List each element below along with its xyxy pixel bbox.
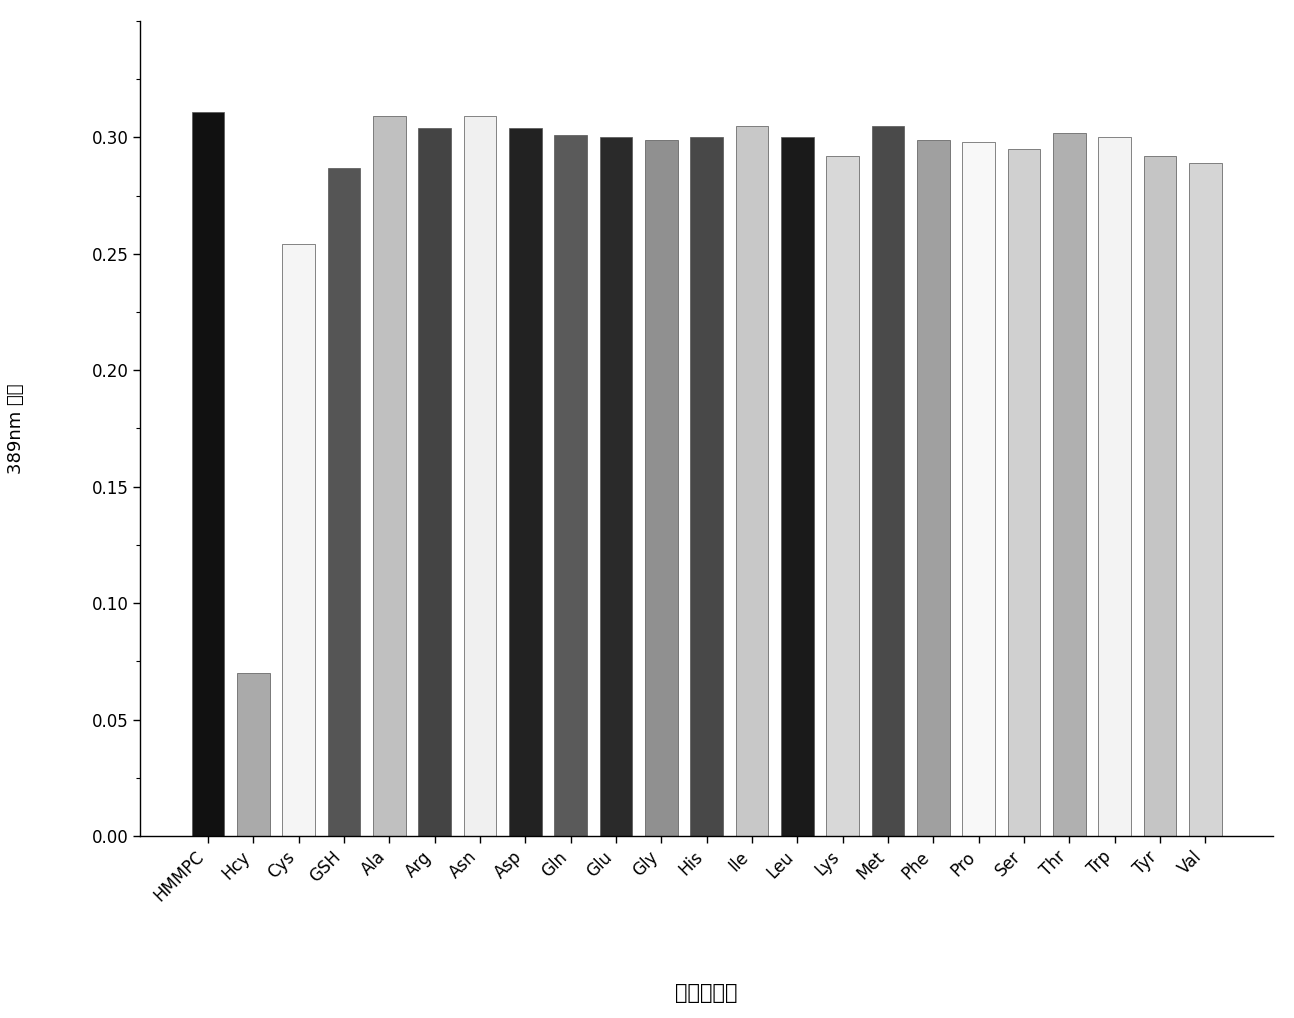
Bar [1189,163,1222,836]
Bar [1144,156,1176,836]
Text: 各种氨基酸: 各种氨基酸 [675,982,738,1003]
Bar [327,168,360,836]
Bar [690,137,723,836]
Bar [917,139,950,836]
Bar [827,156,859,836]
Bar [373,116,405,836]
Bar [599,137,633,836]
Text: 389nm 波长: 389nm 波长 [6,383,25,473]
Bar [282,244,314,836]
Bar [1008,149,1040,836]
Bar [736,125,769,836]
Bar [782,137,814,836]
Bar [1053,132,1086,836]
Bar [644,139,678,836]
Bar [418,128,452,836]
Bar [463,116,497,836]
Bar [1099,137,1131,836]
Bar [872,125,905,836]
Bar [237,673,269,836]
Bar [509,128,542,836]
Bar [192,112,224,836]
Bar [963,142,995,836]
Bar [554,135,587,836]
